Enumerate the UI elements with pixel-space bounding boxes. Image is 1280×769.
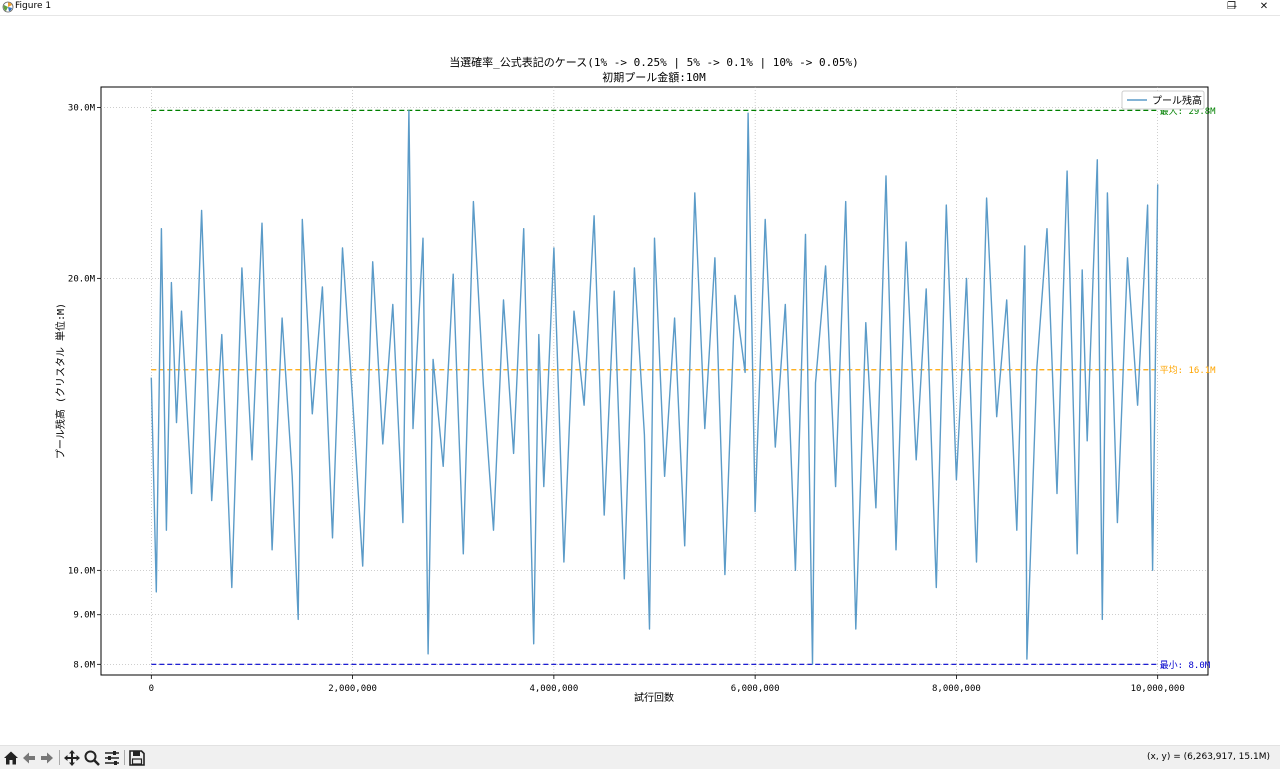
reference-label-bg: [1158, 658, 1207, 671]
series-layer: [150, 109, 1159, 665]
x-tick-label: 8,000,000: [932, 684, 981, 694]
y-tick-label: 30.0M: [68, 104, 96, 114]
x-tick-label: 10,000,000: [1131, 684, 1185, 694]
legend-entry: プール残高: [1152, 94, 1202, 107]
x-tick-label: 6,000,000: [731, 684, 780, 694]
close-button[interactable]: ✕: [1259, 1, 1269, 12]
navigation-toolbar: (x, y) = (6,263,917, 15.1M): [0, 745, 1280, 769]
x-axis-ticks: 0 2,000,000 4,000,000 6,000,000 8,000,000 10,…: [149, 675, 1185, 694]
figure-canvas[interactable]: 当選確率_公式表記のケース(1% -> 0.25% | 5% -> 0.1% |…: [0, 16, 1280, 745]
matplotlib-app-icon: [2, 1, 14, 13]
toolbar-separator: [124, 750, 125, 765]
series-line-pool-balance: [150, 109, 1159, 665]
legend: プール残高: [1121, 90, 1205, 110]
toolbar-separator: [59, 750, 60, 765]
y-axis-ticks: 8.0M 9.0M 10.0M 20.0M 30.0M: [68, 104, 101, 670]
x-tick-label: 2,000,000: [328, 684, 377, 694]
reference-label: 平均: 16.1M: [1160, 364, 1217, 376]
forward-arrow-icon[interactable]: [38, 749, 56, 767]
window-title: Figure 1: [15, 1, 52, 11]
legend-box: [1121, 90, 1205, 110]
chart-subtitle: 初期プール金額:10M: [602, 70, 706, 84]
configure-subplots-icon[interactable]: [103, 749, 121, 767]
x-tick-label: 0: [149, 684, 154, 694]
minimize-button[interactable]: —: [1227, 1, 1237, 12]
y-tick-label: 8.0M: [73, 660, 95, 670]
y-tick-label: 20.0M: [68, 274, 96, 284]
cursor-coordinates: (x, y) = (6,263,917, 15.1M): [1146, 752, 1270, 762]
y-tick-label: 10.0M: [68, 566, 96, 576]
y-axis-label: プール残高 (クリスタル 単位:M): [54, 303, 67, 459]
home-icon[interactable]: [2, 749, 20, 767]
back-arrow-icon[interactable]: [20, 749, 38, 767]
zoom-icon[interactable]: [83, 749, 101, 767]
x-axis-label: 試行回数: [634, 691, 674, 704]
window-titlebar: Figure 1 — ✕ ❐: [0, 0, 1280, 16]
save-icon[interactable]: [128, 749, 146, 767]
reference-label-bg: [1158, 363, 1207, 376]
pan-icon[interactable]: [63, 749, 81, 767]
chart-title: 当選確率_公式表記のケース(1% -> 0.25% | 5% -> 0.1% |…: [449, 55, 859, 69]
y-tick-label: 9.0M: [73, 611, 95, 621]
reference-label: 最小: 8.0M: [1160, 660, 1211, 671]
restore-button[interactable]: ❐: [1227, 1, 1236, 12]
x-tick-label: 4,000,000: [529, 684, 578, 694]
